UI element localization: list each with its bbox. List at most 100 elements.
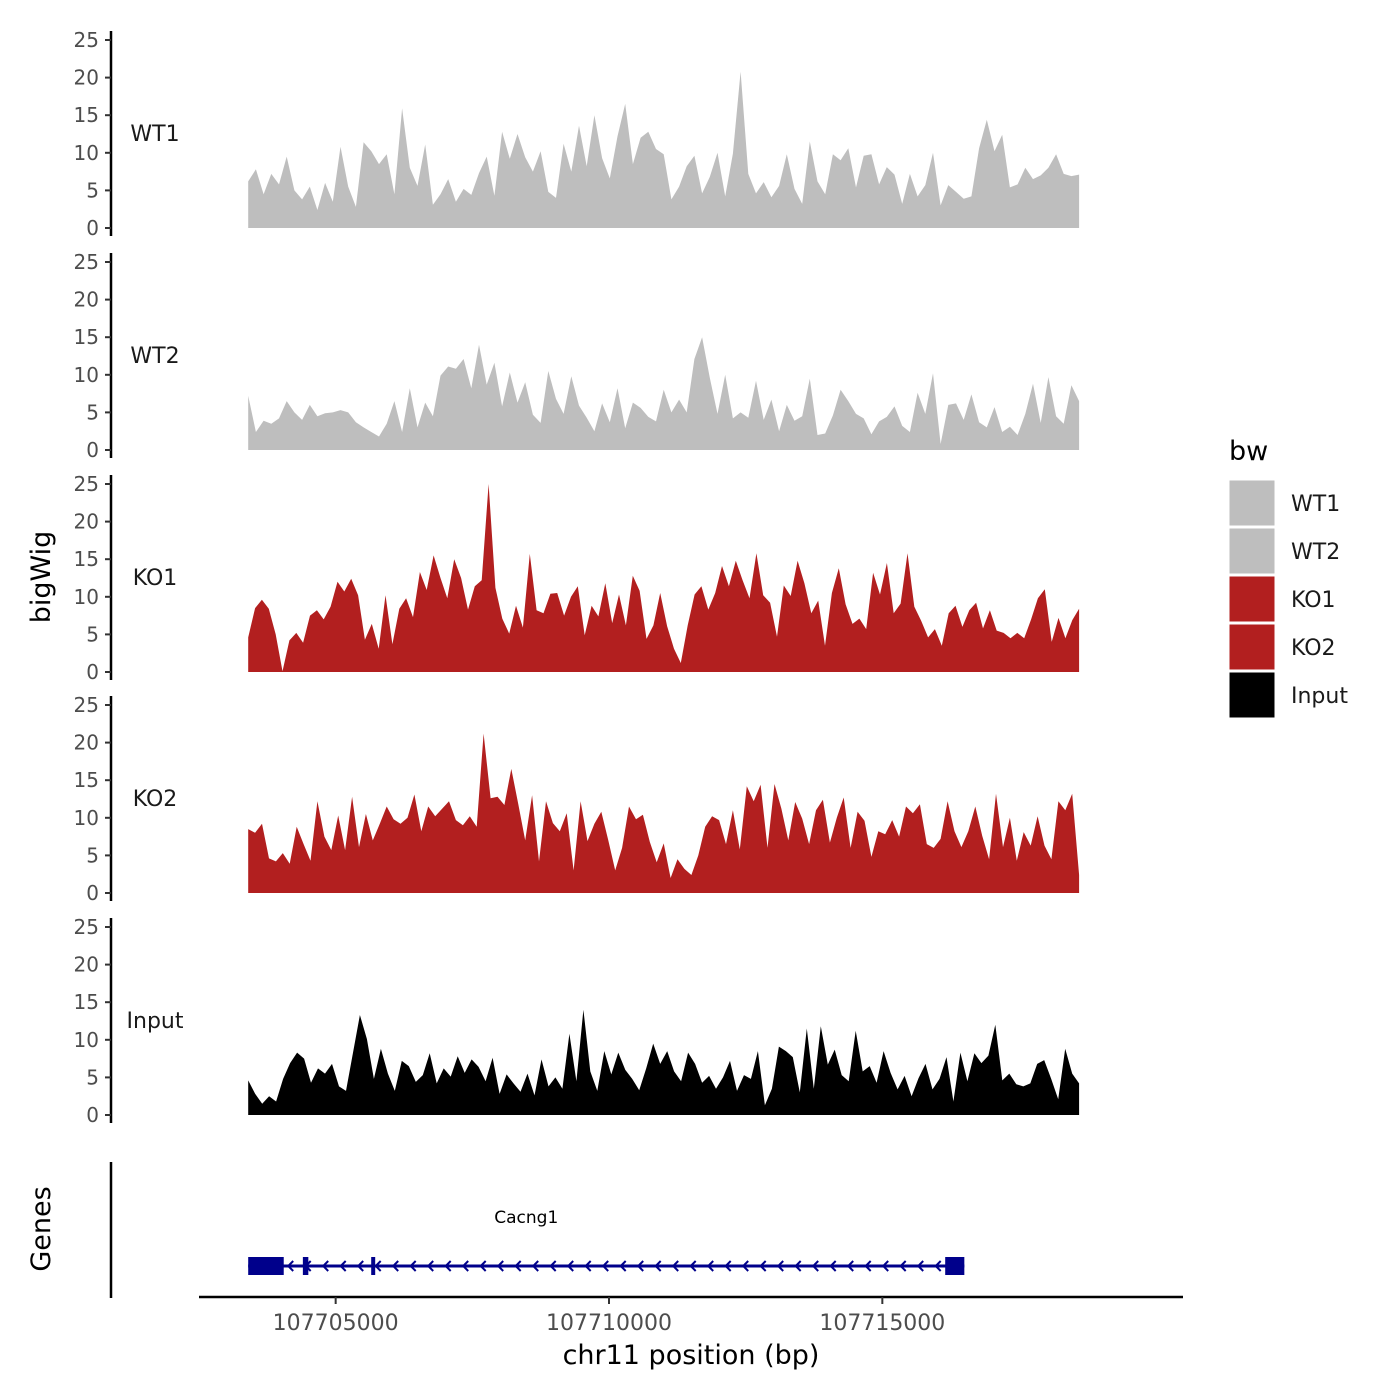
y-tick-label: 15: [74, 103, 99, 127]
y-tick-label: 5: [86, 843, 99, 867]
strand-arrow: [321, 1260, 329, 1272]
y-tick-label: 15: [74, 990, 99, 1014]
strand-arrow: [794, 1260, 802, 1272]
strand-arrow: [881, 1260, 889, 1272]
x-tick-label: 107710000: [546, 1311, 672, 1336]
y-tick-label: 15: [74, 768, 99, 792]
track-wt1: 0 5 10 15 20 25 WT1: [74, 28, 1080, 240]
legend-label-ko1: KO1: [1291, 588, 1336, 613]
strand-arrow: [584, 1260, 592, 1272]
coverage-area-ko2: [248, 733, 1080, 893]
legend-swatch-input: [1228, 671, 1276, 719]
strand-arrow: [461, 1260, 469, 1272]
legend-label-wt2: WT2: [1291, 540, 1340, 565]
strand-arrow: [899, 1260, 907, 1272]
strand-arrow: [374, 1260, 382, 1272]
legend-swatch-ko2: [1228, 623, 1276, 671]
track-input: 0 5 10 15 20 25 Input: [74, 915, 1080, 1127]
legend-label-input: Input: [1291, 684, 1348, 709]
gene-label: Cacng1: [494, 1208, 558, 1228]
strand-arrow: [601, 1260, 609, 1272]
strand-arrow: [549, 1260, 557, 1272]
track-label-wt1: WT1: [130, 122, 179, 147]
y-tick-label: 25: [74, 693, 99, 717]
strand-arrow: [356, 1260, 364, 1272]
coverage-area-wt2: [248, 337, 1080, 450]
strand-arrow: [566, 1260, 574, 1272]
strand-arrow: [916, 1260, 924, 1272]
strand-arrow: [619, 1260, 627, 1272]
y-tick-label: 0: [86, 438, 99, 462]
y-tick-label: 5: [86, 178, 99, 202]
y-tick-label: 10: [74, 806, 99, 830]
y-tick-label: 20: [74, 953, 99, 977]
track-ko1: 0 5 10 15 20 25 KO1: [74, 472, 1080, 684]
y-tick-label: 20: [74, 731, 99, 755]
gene-exon: [371, 1257, 376, 1275]
y-tick-label: 25: [74, 250, 99, 274]
strand-arrow: [636, 1260, 644, 1272]
strand-arrow: [391, 1260, 399, 1272]
strand-arrow: [934, 1260, 942, 1272]
legend-swatch-ko1: [1228, 575, 1276, 623]
y-tick-label: 25: [74, 28, 99, 52]
strand-arrow: [286, 1260, 294, 1272]
x-tick-label: 107705000: [273, 1311, 399, 1336]
strand-arrow: [479, 1260, 487, 1272]
gene-track-title: Genes: [26, 1186, 57, 1271]
strand-arrow: [759, 1260, 767, 1272]
coverage-area-wt1: [248, 71, 1080, 228]
track-label-ko1: KO1: [133, 566, 178, 591]
gene-exon: [945, 1257, 965, 1275]
strand-arrow: [846, 1260, 854, 1272]
strand-arrow: [864, 1260, 872, 1272]
strand-arrow: [654, 1260, 662, 1272]
y-tick-label: 5: [86, 622, 99, 646]
x-axis-title: chr11 position (bp): [563, 1340, 820, 1371]
gene-exon: [302, 1257, 309, 1275]
strand-arrow: [724, 1260, 732, 1272]
y-tick-label: 0: [86, 1103, 99, 1127]
strand-arrow: [514, 1260, 522, 1272]
strand-arrow: [339, 1260, 347, 1272]
track-label-ko2: KO2: [133, 787, 178, 812]
strand-arrow: [741, 1260, 749, 1272]
coverage-area-ko1: [248, 484, 1080, 672]
legend-label-ko2: KO2: [1291, 636, 1336, 661]
y-tick-label: 25: [74, 472, 99, 496]
track-label-wt2: WT2: [130, 344, 179, 369]
strand-arrow: [409, 1260, 417, 1272]
strand-arrow: [829, 1260, 837, 1272]
legend-title: bw: [1229, 436, 1268, 467]
legend-swatch-wt1: [1228, 479, 1276, 527]
strand-arrow: [444, 1260, 452, 1272]
legend-label-wt1: WT1: [1291, 492, 1340, 517]
x-tick-label: 107715000: [819, 1311, 945, 1336]
strand-arrow: [776, 1260, 784, 1272]
legend-swatch-wt2: [1228, 527, 1276, 575]
y-tick-label: 15: [74, 325, 99, 349]
y-tick-label: 20: [74, 288, 99, 312]
strand-arrow: [811, 1260, 819, 1272]
track-wt2: 0 5 10 15 20 25 WT2: [74, 250, 1080, 462]
strand-arrow: [531, 1260, 539, 1272]
strand-arrow: [671, 1260, 679, 1272]
track-ko2: 0 5 10 15 20 25 KO2: [74, 693, 1080, 905]
y-tick-label: 10: [74, 363, 99, 387]
y-tick-label: 15: [74, 547, 99, 571]
gene-exon: [248, 1257, 284, 1275]
y-tick-label: 20: [74, 66, 99, 90]
y-tick-label: 25: [74, 915, 99, 939]
y-tick-label: 0: [86, 216, 99, 240]
y-tick-label: 5: [86, 400, 99, 424]
y-tick-label: 10: [74, 1028, 99, 1052]
strand-arrow: [496, 1260, 504, 1272]
gene-cacng1: Cacng1: [248, 1208, 965, 1275]
y-tick-label: 5: [86, 1065, 99, 1089]
track-label-input: Input: [127, 1009, 184, 1034]
coverage-area-input: [248, 1009, 1080, 1115]
y-axis-title: bigWig: [26, 531, 57, 624]
y-tick-label: 10: [74, 141, 99, 165]
y-tick-label: 20: [74, 510, 99, 534]
